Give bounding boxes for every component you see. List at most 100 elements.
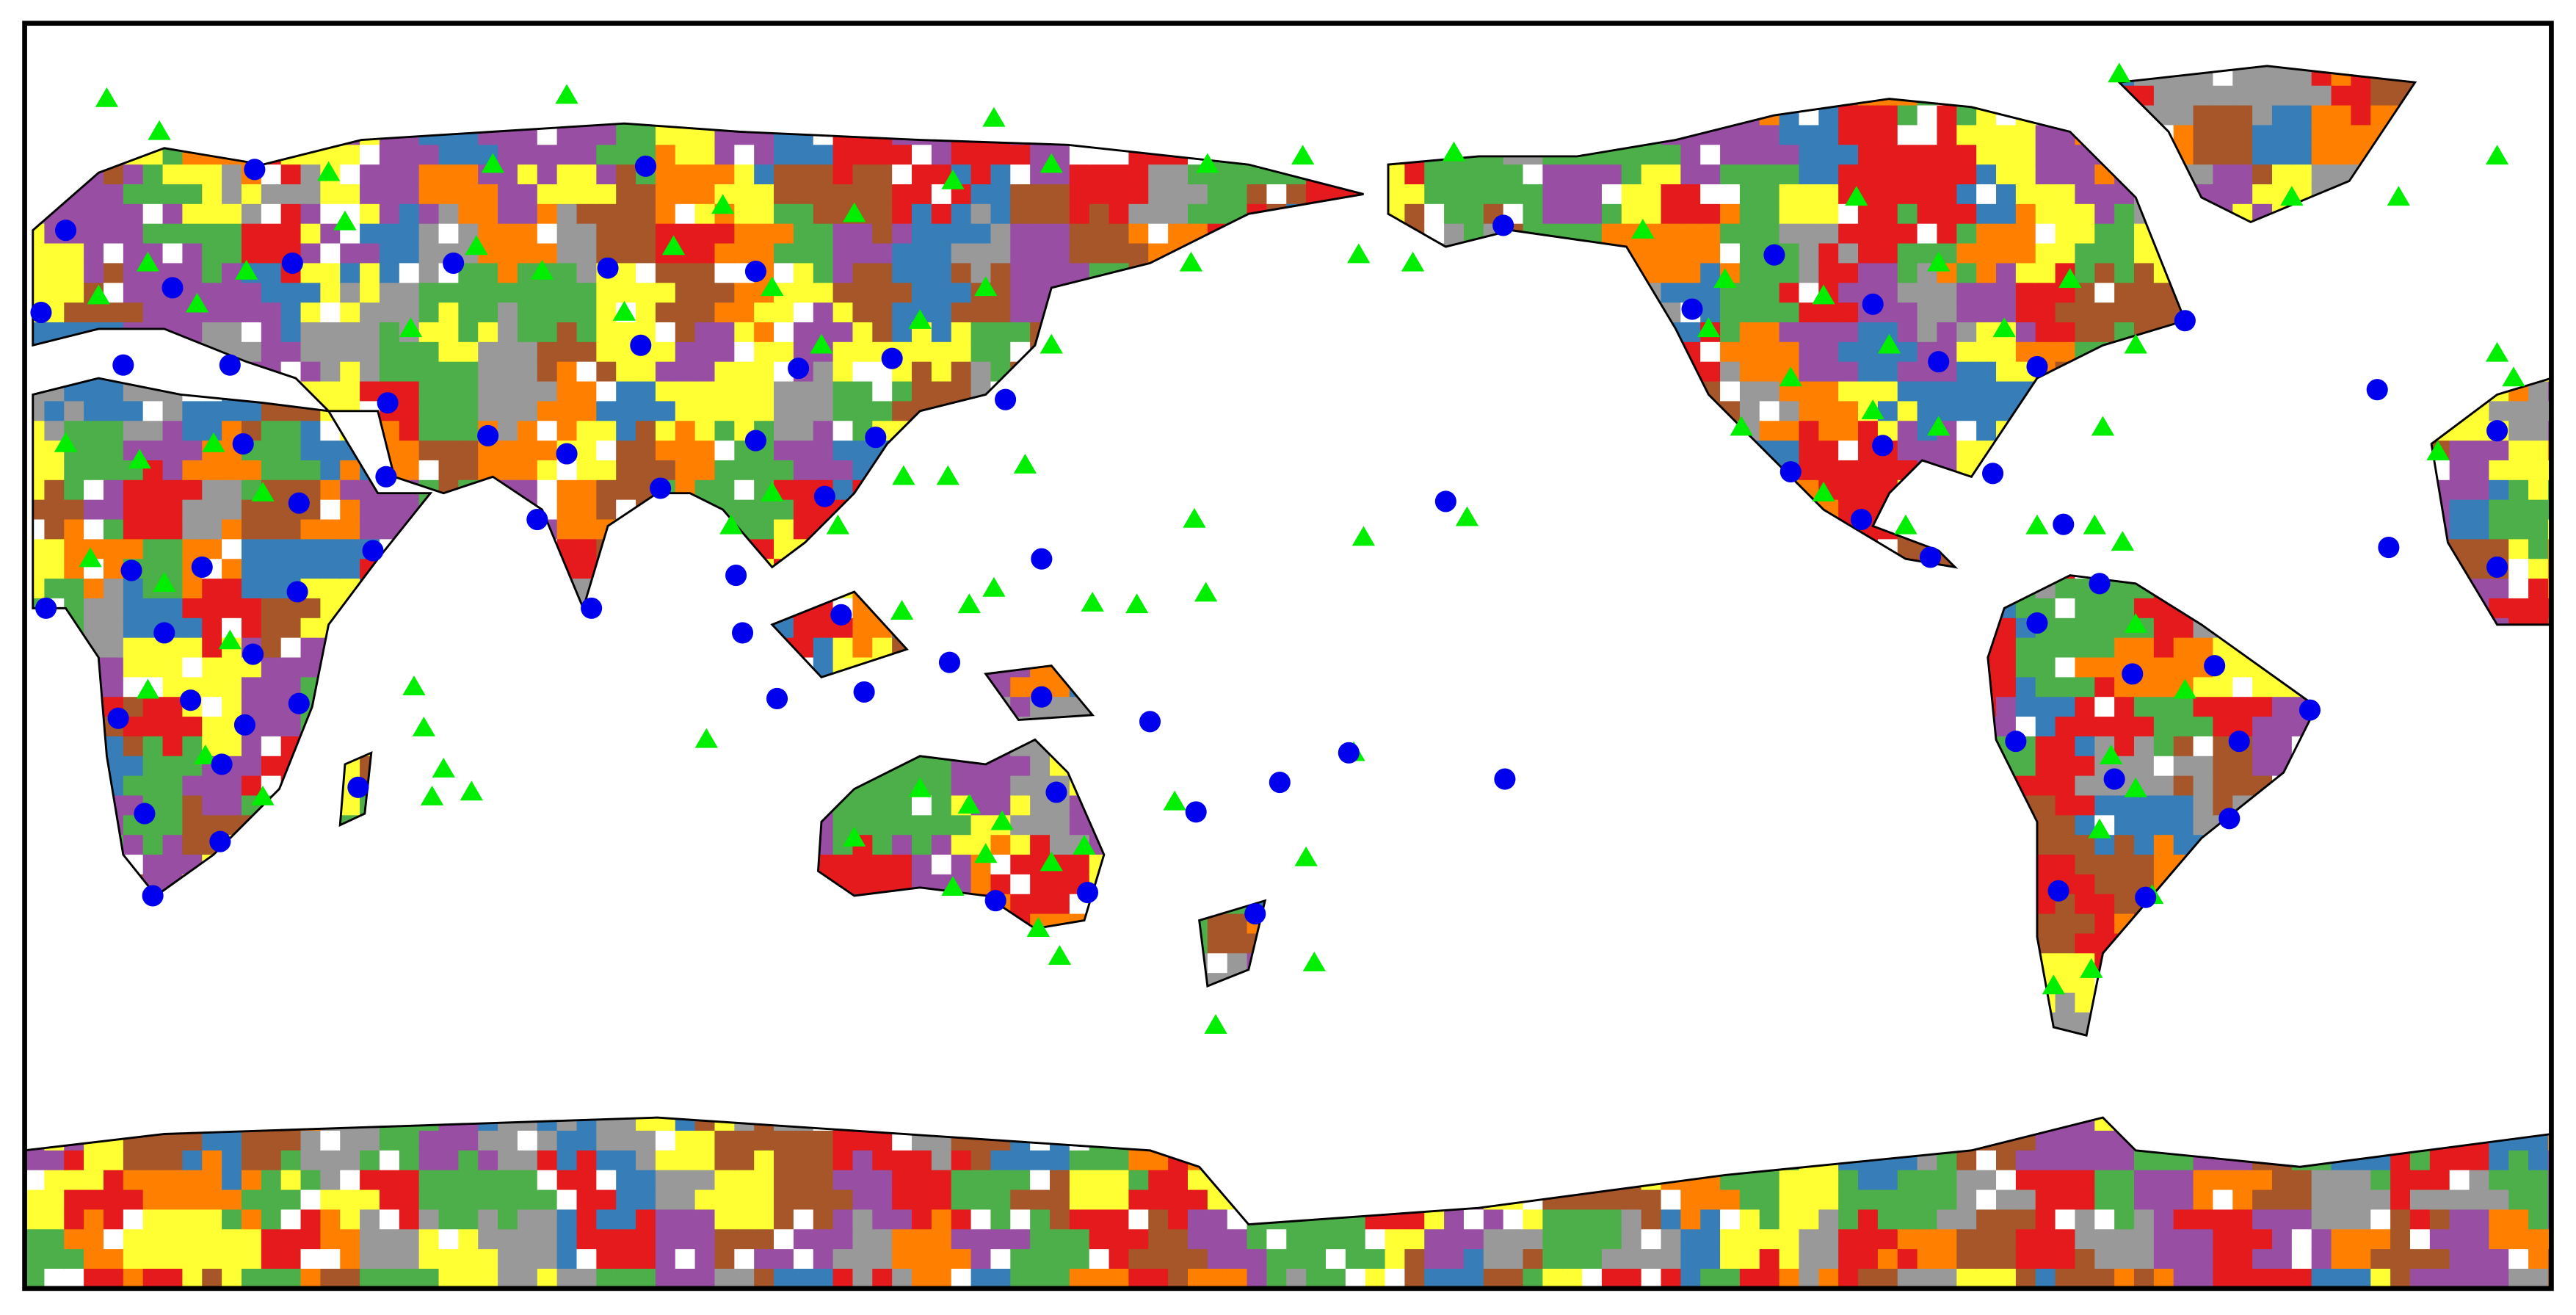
region-cell — [261, 1268, 282, 1289]
region-cell — [537, 1209, 558, 1231]
region-cell — [1444, 1209, 1465, 1231]
region-cell — [300, 460, 322, 481]
region-cell — [1128, 203, 1150, 225]
region-cell — [478, 361, 499, 383]
region-cell — [754, 499, 775, 521]
region-cell — [1010, 815, 1031, 836]
region-cell — [892, 303, 913, 324]
region-cell — [694, 263, 716, 284]
region-cell — [202, 1209, 223, 1231]
region-cell — [438, 1150, 460, 1171]
region-cell — [1010, 835, 1031, 856]
region-cell — [280, 637, 302, 659]
region-cell — [970, 322, 992, 343]
region-cell — [970, 184, 992, 205]
region-cell — [379, 184, 400, 205]
region-cell — [1030, 795, 1051, 816]
region-cell — [517, 203, 538, 225]
region-cell — [261, 539, 282, 560]
region-cell — [1562, 184, 1583, 205]
region-cell — [1483, 164, 1504, 186]
region-cell — [754, 1229, 775, 1250]
region-cell — [1109, 184, 1130, 205]
region-cell — [1463, 184, 1484, 205]
region-cell — [458, 184, 479, 205]
region-cell — [458, 322, 479, 343]
region-cell — [123, 1209, 144, 1231]
region-cell — [872, 283, 893, 304]
region-cell — [793, 441, 814, 462]
region-cell — [1069, 1209, 1090, 1231]
region-cell — [399, 401, 420, 422]
region-cell — [202, 243, 223, 264]
region-cell — [340, 519, 361, 540]
region-cell — [438, 1268, 460, 1289]
region-cell — [142, 1229, 164, 1250]
region-cell — [162, 1229, 184, 1250]
region-cell — [379, 1150, 400, 1171]
region-cell — [123, 756, 144, 777]
region-cell — [1030, 184, 1051, 205]
region-cell — [142, 775, 164, 797]
region-cell — [852, 1150, 874, 1171]
region-cell — [616, 1170, 637, 1191]
region-cell — [1247, 1229, 1268, 1250]
region-cell — [556, 283, 578, 304]
region-cell — [241, 203, 262, 225]
region-cell — [556, 361, 578, 383]
region-cell — [202, 203, 223, 225]
region-cell — [714, 381, 736, 402]
region-cell — [320, 361, 341, 383]
region-cell — [44, 559, 65, 580]
region-cell — [418, 223, 440, 244]
region-cell — [64, 519, 85, 540]
region-cell — [537, 441, 558, 462]
region-cell — [931, 795, 952, 816]
region-cell — [793, 617, 814, 639]
region-cell — [261, 1209, 282, 1231]
region-cell — [280, 1150, 302, 1171]
region-cell — [320, 184, 341, 205]
region-cell — [675, 283, 696, 304]
region-cell — [1503, 1209, 1524, 1231]
region-cell — [261, 243, 282, 264]
region-cell — [1306, 1249, 1327, 1270]
region-cell — [182, 795, 203, 816]
region-cell — [852, 855, 874, 876]
region-cell — [478, 401, 499, 422]
region-cell — [222, 1249, 243, 1270]
region-cell — [300, 184, 322, 205]
region-cell — [951, 1229, 972, 1250]
region-cell — [44, 263, 65, 284]
region-cell — [320, 203, 341, 225]
region-cell — [280, 1189, 302, 1211]
region-cell — [556, 519, 578, 540]
region-cell — [1069, 1229, 1090, 1250]
region-cell — [1503, 184, 1524, 205]
region-cell — [694, 1229, 716, 1250]
region-cell — [202, 1189, 223, 1211]
region-cell — [774, 421, 795, 442]
region-cell — [458, 283, 479, 304]
region-cell — [182, 1209, 203, 1231]
region-cell — [320, 479, 341, 501]
region-cell — [931, 1170, 952, 1191]
region-cell — [103, 657, 124, 678]
region-cell — [774, 1229, 795, 1250]
region-cell — [261, 263, 282, 284]
region-cell — [202, 657, 223, 678]
region-cell — [576, 381, 598, 402]
region-cell — [182, 637, 203, 659]
region-cell — [970, 1229, 992, 1250]
region-cell — [1168, 223, 1189, 244]
region-cell — [498, 460, 519, 481]
region-cell — [852, 1131, 874, 1151]
region-cell — [754, 145, 775, 166]
region-cell — [793, 381, 814, 402]
region-cell — [1601, 184, 1622, 205]
region-cell — [1483, 1209, 1504, 1231]
region-cell — [1148, 203, 1169, 225]
region-cell — [517, 1268, 538, 1289]
region-cell — [872, 243, 893, 264]
region-cell — [616, 1249, 637, 1270]
